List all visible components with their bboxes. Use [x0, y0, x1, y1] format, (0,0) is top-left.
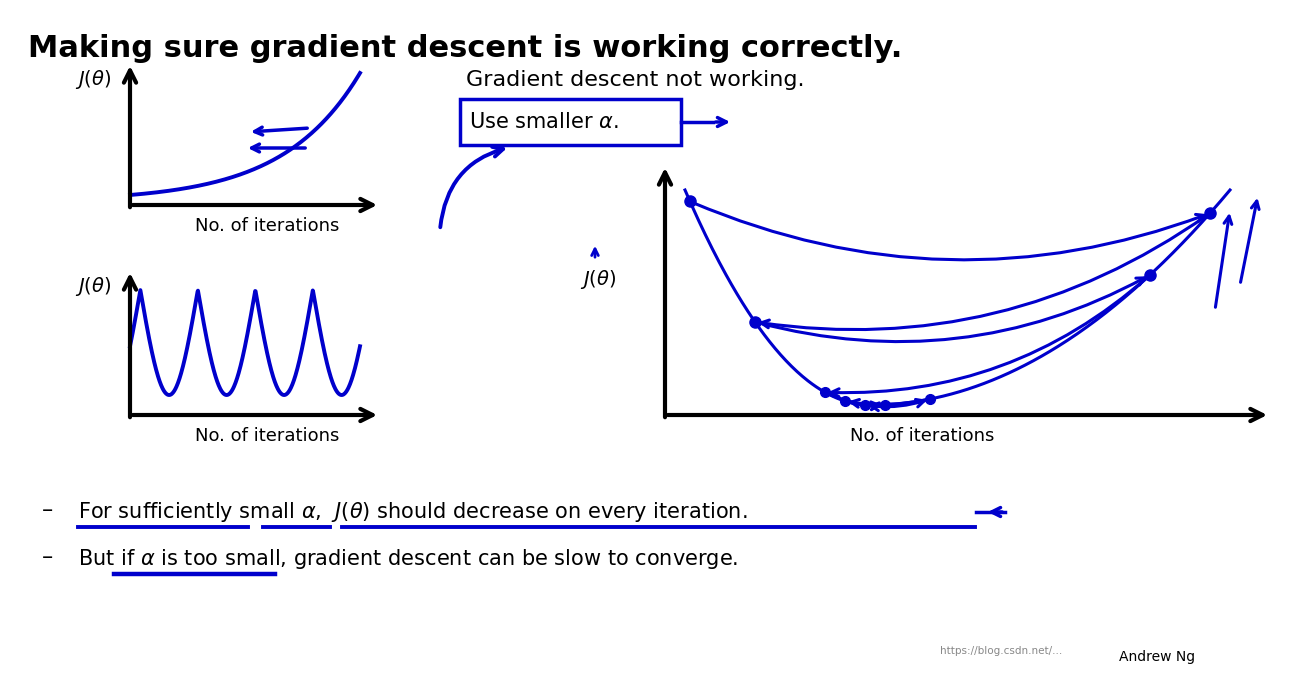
- Text: No. of iterations: No. of iterations: [850, 427, 995, 445]
- Text: $J(\theta)$: $J(\theta)$: [76, 68, 112, 91]
- FancyBboxPatch shape: [460, 99, 681, 145]
- Text: $J(\theta)$: $J(\theta)$: [579, 268, 616, 291]
- Text: $J(\theta)$: $J(\theta)$: [76, 275, 112, 298]
- Text: Andrew Ng: Andrew Ng: [1118, 650, 1195, 664]
- Text: –: –: [42, 500, 53, 520]
- Text: https://blog.csdn.net/...: https://blog.csdn.net/...: [940, 646, 1062, 656]
- Text: Use smaller $\alpha$.: Use smaller $\alpha$.: [469, 112, 618, 132]
- Text: Gradient descent not working.: Gradient descent not working.: [466, 70, 805, 90]
- Text: But if $\alpha$ is too small, gradient descent can be slow to converge.: But if $\alpha$ is too small, gradient d…: [78, 547, 738, 571]
- Text: Making sure gradient descent is working correctly.: Making sure gradient descent is working …: [29, 34, 902, 63]
- Text: For sufficiently small $\alpha$,  $J(\theta)$ should decrease on every iteration: For sufficiently small $\alpha$, $J(\the…: [78, 500, 747, 524]
- Text: No. of iterations: No. of iterations: [195, 427, 340, 445]
- Text: –: –: [42, 547, 53, 567]
- Text: No. of iterations: No. of iterations: [195, 217, 340, 235]
